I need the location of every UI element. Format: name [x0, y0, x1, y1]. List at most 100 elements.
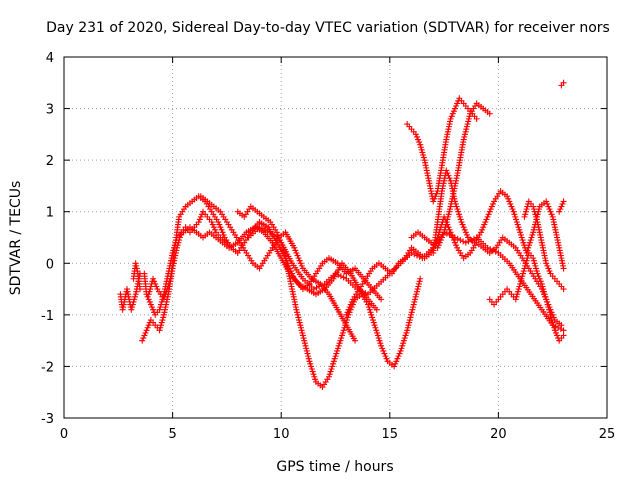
data-point [143, 327, 150, 334]
data-point-interp [147, 283, 154, 290]
data-point [195, 219, 202, 226]
data-point-interp [505, 195, 512, 202]
data-point [310, 286, 317, 293]
data-point-interp [344, 314, 351, 321]
data-point-interp [516, 226, 523, 233]
data-point-interp [347, 301, 354, 308]
data-point [560, 198, 567, 205]
data-point [397, 347, 404, 354]
data-point-interp [511, 211, 518, 218]
data-point-interp [401, 335, 408, 342]
data-point-interp [413, 252, 420, 259]
data-point-interp [300, 335, 307, 342]
data-point-interp [159, 317, 166, 324]
data-point-interp [541, 291, 548, 298]
data-point-interp [520, 239, 527, 246]
data-point-interp [309, 368, 316, 375]
data-point-interp [308, 366, 315, 373]
data-point-interp [445, 172, 452, 179]
data-point-interp [294, 309, 301, 316]
data-point [404, 327, 411, 334]
data-point-interp [437, 237, 444, 244]
data-point [543, 296, 550, 303]
data-point-interp [379, 345, 386, 352]
data-point [371, 322, 378, 329]
data-point-interp [462, 128, 469, 135]
data-point [517, 280, 524, 287]
data-point-interp [296, 317, 303, 324]
data-point-interp [546, 206, 553, 213]
data-point-interp [415, 136, 422, 143]
data-point-interp [459, 221, 466, 228]
data-point-interp [448, 231, 455, 238]
data-point [332, 270, 339, 277]
data-point-interp [546, 268, 553, 275]
data-point-interp [525, 244, 532, 251]
data-point-interp [418, 146, 425, 153]
data-point-interp [259, 225, 266, 232]
data-point-interp [368, 311, 375, 318]
data-point-interp [416, 139, 423, 146]
data-point [365, 301, 372, 308]
data-point [510, 208, 517, 215]
data-point-interp [209, 221, 216, 228]
data-point-interp [402, 332, 409, 339]
data-point-interp [489, 247, 496, 254]
x-tick-label: 10 [273, 427, 290, 442]
data-point-interp [463, 126, 470, 133]
data-point-interp [144, 324, 151, 331]
data-point-interp [526, 242, 533, 249]
data-point-interp [151, 278, 158, 285]
data-point-interp [512, 213, 519, 220]
data-point-interp [406, 319, 413, 326]
data-point-interp [540, 286, 547, 293]
data-point-interp [544, 200, 551, 207]
data-point-interp [541, 288, 548, 295]
data-point [352, 337, 359, 344]
data-point-interp [415, 283, 422, 290]
data-point-interp [175, 239, 182, 246]
data-point-interp [432, 193, 439, 200]
data-point-interp [217, 224, 224, 231]
data-point-interp [413, 291, 420, 298]
data-point-interp [417, 144, 424, 151]
data-point-interp [367, 309, 374, 316]
data-point [208, 219, 215, 226]
data-point-interp [433, 190, 440, 197]
data-point-interp [365, 304, 372, 311]
data-point [145, 291, 152, 298]
data-point-interp [340, 327, 347, 334]
data-point [530, 203, 537, 210]
data-point [156, 327, 163, 334]
data-point-interp [533, 268, 540, 275]
data-point-interp [330, 358, 337, 365]
data-point-interp [330, 360, 337, 367]
data-point-interp [305, 353, 312, 360]
data-point-interp [547, 208, 554, 215]
data-point-interp [544, 301, 551, 308]
data-point [530, 229, 537, 236]
data-point [547, 311, 554, 318]
data-point-interp [453, 102, 460, 109]
data-point [451, 198, 458, 205]
data-point [339, 332, 346, 339]
data-point [543, 198, 550, 205]
data-point-interp [148, 304, 155, 311]
data-point-interp [527, 237, 534, 244]
data-point-interp [444, 170, 451, 177]
data-point-interp [141, 332, 148, 339]
data-point-interp [453, 242, 460, 249]
data-point [373, 306, 380, 313]
data-point-interp [522, 211, 529, 218]
data-point-interp [461, 226, 468, 233]
data-point-interp [219, 229, 226, 236]
data-point-interp [517, 231, 524, 238]
data-point [378, 296, 385, 303]
data-point-interp [449, 234, 456, 241]
data-point-interp [523, 206, 530, 213]
data-point-interp [465, 115, 472, 122]
data-point-interp [545, 265, 552, 272]
data-point-interp [372, 324, 379, 331]
data-point [560, 332, 567, 339]
data-point-interp [460, 224, 467, 231]
